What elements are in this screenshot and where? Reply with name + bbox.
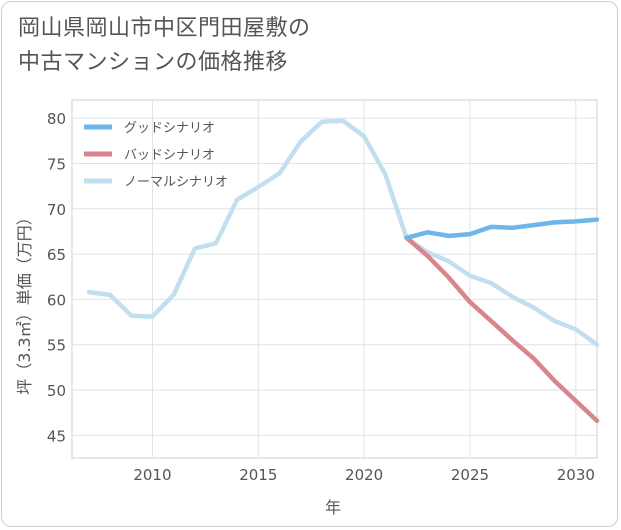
x-tick-label: 2010 bbox=[133, 466, 171, 484]
series-lines bbox=[86, 118, 600, 424]
y-tick-label: 55 bbox=[47, 337, 66, 355]
y-tick-label: 60 bbox=[47, 291, 66, 309]
legend-label-1: バッドシナリオ bbox=[124, 148, 215, 163]
x-tick-label: 2030 bbox=[557, 466, 595, 484]
legend-label-0: グッドシナリオ bbox=[124, 121, 215, 136]
x-tick-label: 2015 bbox=[239, 466, 277, 484]
y-tick-label: 50 bbox=[47, 382, 66, 400]
x-tick-label: 2025 bbox=[451, 466, 489, 484]
chart-title: 岡山県岡山市中区門田屋敷の 中古マンションの価格推移 bbox=[18, 12, 578, 80]
series-line-0 bbox=[404, 217, 600, 241]
y-tick-label: 45 bbox=[47, 427, 66, 445]
plot-border bbox=[71, 99, 598, 459]
series-line-1 bbox=[404, 235, 600, 424]
series-line-2 bbox=[86, 118, 600, 347]
x-axis-title: 年 bbox=[325, 498, 341, 517]
legend-label-2: ノーマルシナリオ bbox=[124, 175, 228, 190]
title-line-2: 中古マンションの価格推移 bbox=[18, 50, 289, 75]
x-tick-label: 2020 bbox=[345, 466, 383, 484]
y-axis-title: 坪（3.3㎡）単価（万円） bbox=[15, 209, 34, 394]
y-tick-label: 70 bbox=[47, 201, 66, 219]
y-tick-label: 65 bbox=[47, 246, 66, 264]
y-tick-label: 75 bbox=[47, 155, 66, 173]
tick-labels: 45 50 55 60 65 70 75 80 2010 2015 2020 2025 2030 bbox=[47, 110, 595, 484]
title-line-1: 岡山県岡山市中区門田屋敷の bbox=[18, 16, 311, 41]
y-tick-label: 80 bbox=[47, 110, 66, 128]
